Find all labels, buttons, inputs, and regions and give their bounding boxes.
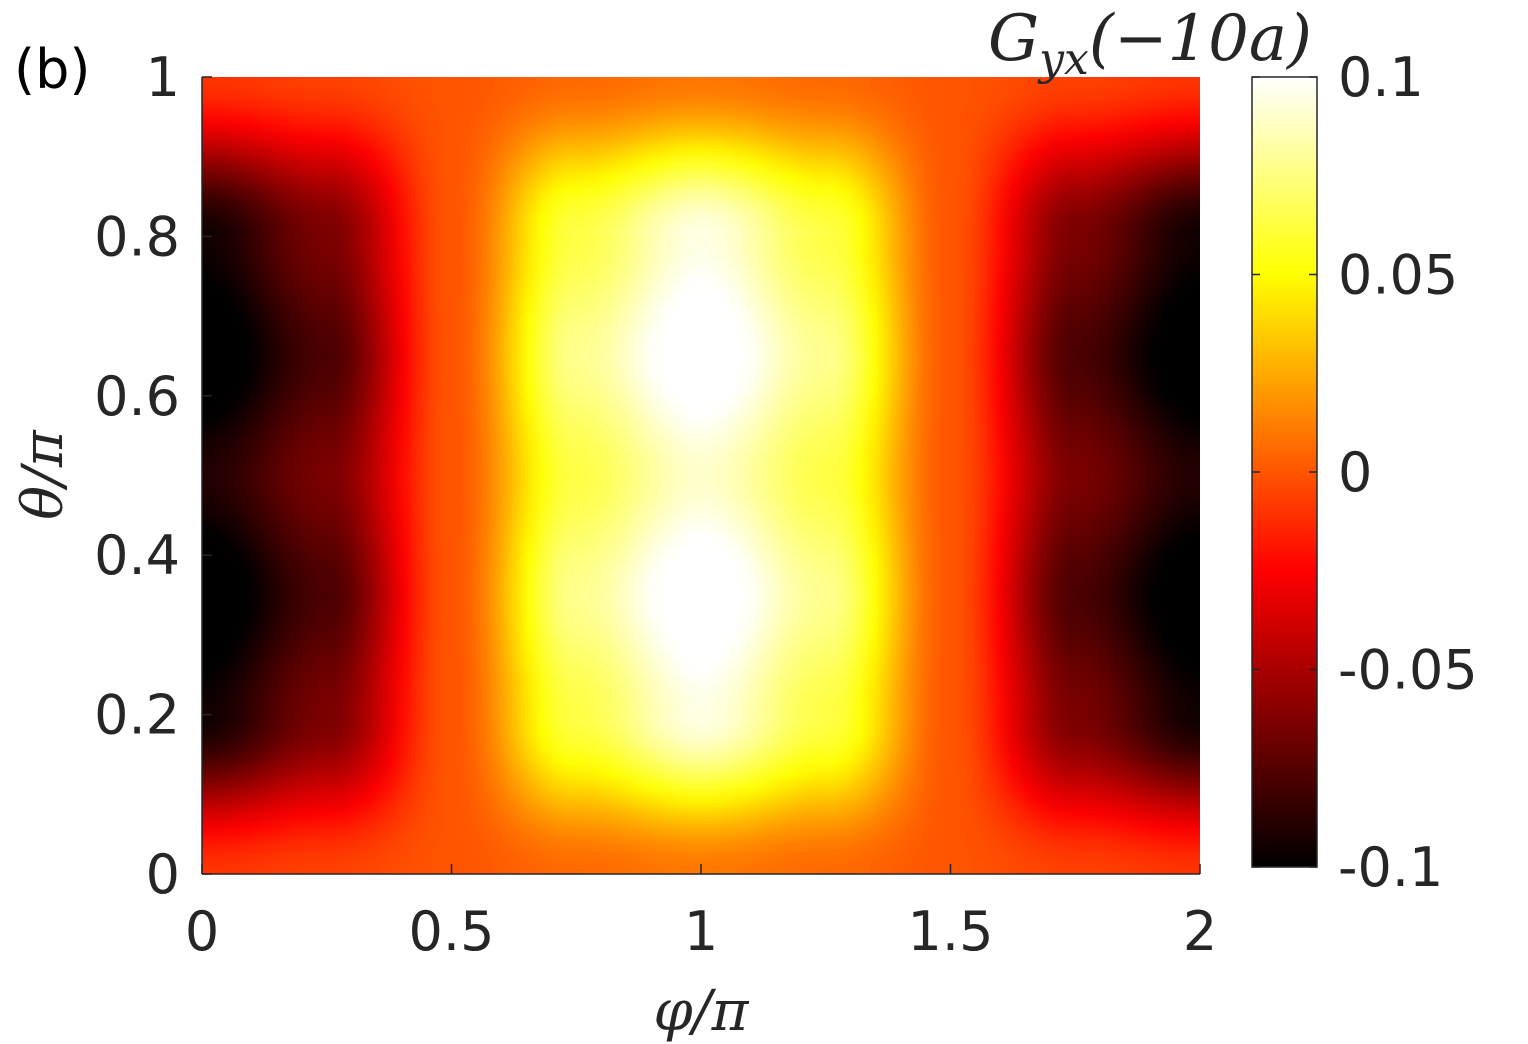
colorbar-label-argument: (−10a)	[1089, 2, 1312, 76]
x-tick-label: 1	[684, 900, 718, 963]
y-axis-label: θ/π	[11, 429, 76, 520]
y-tick-label: 0.4	[94, 524, 180, 587]
colorbar-tick-label: -0.05	[1338, 639, 1478, 702]
colorbar-tick-label: 0.05	[1338, 244, 1458, 307]
colorbar-tick-label: 0.1	[1338, 46, 1424, 109]
colorbar-tick-label: -0.1	[1338, 836, 1443, 899]
x-tick-label: 0	[185, 900, 219, 963]
colorbar-label-subscript: yx	[1037, 34, 1089, 85]
y-tick-label: 1	[146, 46, 180, 109]
y-tick-label: 0.8	[94, 205, 180, 268]
y-tick-label: 0	[146, 843, 180, 906]
x-tick-label: 0.5	[409, 900, 495, 963]
colorbar: -0.1 -0.05 0 0.05 0.1	[1251, 46, 1478, 899]
x-tick-label: 1.5	[908, 900, 994, 963]
heatmap-surface	[202, 77, 1200, 874]
x-axis-label: φ/π	[654, 979, 750, 1044]
panel-label: (b)	[14, 38, 90, 101]
x-tick-label: 2	[1183, 900, 1217, 963]
y-tick-label: 0.2	[94, 684, 180, 747]
colorbar-tick-label: 0	[1338, 441, 1372, 504]
colorbar-gradient	[1251, 76, 1318, 868]
y-tick-label: 0.6	[94, 365, 180, 428]
x-axis-ticks: 0 0.5 1 1.5 2	[185, 864, 1217, 963]
colorbar-label-base: G	[988, 2, 1039, 76]
plot-area	[201, 77, 1200, 875]
colorbar-ticks: -0.1 -0.05 0 0.05 0.1	[1252, 46, 1478, 899]
y-axis-ticks: 0 0.2 0.4 0.6 0.8 1	[94, 46, 212, 906]
colorbar-label: Gyx(−10a)	[988, 2, 1312, 85]
